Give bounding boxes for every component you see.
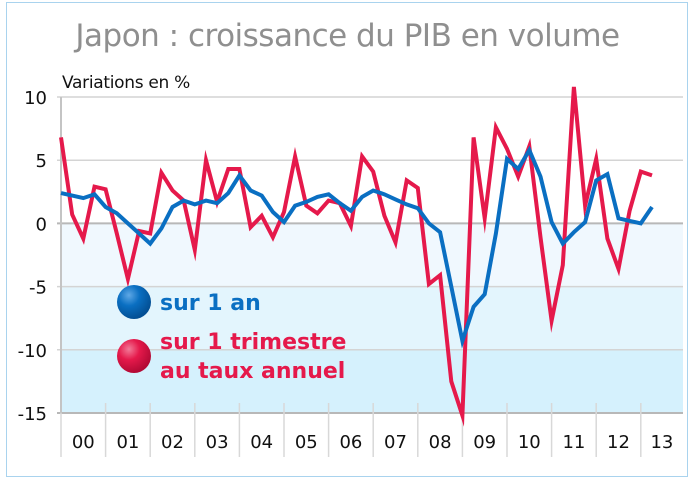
y-tick-label: 5 bbox=[36, 151, 47, 172]
x-tick-label: 02 bbox=[161, 432, 184, 453]
chart-title: Japon : croissance du PIB en volume bbox=[75, 18, 620, 54]
x-tick-label: 08 bbox=[429, 432, 452, 453]
x-tick-label: 00 bbox=[72, 432, 95, 453]
legend-label-quarter-line2: au taux annuel bbox=[160, 359, 345, 384]
background-band bbox=[61, 349, 683, 413]
y-tick-label: -5 bbox=[29, 278, 47, 299]
x-tick-label: 06 bbox=[339, 432, 362, 453]
y-tick-label: -10 bbox=[18, 341, 47, 362]
legend-label-year: sur 1 an bbox=[160, 291, 261, 316]
x-tick-label: 05 bbox=[295, 432, 318, 453]
x-tick-label: 13 bbox=[650, 432, 673, 453]
background-band bbox=[61, 286, 683, 350]
series-line-quarterly bbox=[59, 86, 653, 427]
y-tick-label: 10 bbox=[24, 88, 47, 109]
x-tick-label: 07 bbox=[384, 432, 407, 453]
x-tick-label: 04 bbox=[250, 432, 273, 453]
y-tick-label: 0 bbox=[36, 214, 47, 235]
x-tick-label: 01 bbox=[116, 432, 139, 453]
background-band bbox=[61, 223, 683, 287]
legend-label-quarter-line1: sur 1 trimestre bbox=[160, 330, 346, 355]
series-line-annual bbox=[60, 145, 654, 349]
legend-marker-blue bbox=[117, 285, 151, 319]
x-tick-label: 09 bbox=[473, 432, 496, 453]
y-axis-label: Variations en % bbox=[62, 73, 190, 93]
x-tick-label: 12 bbox=[607, 432, 630, 453]
legend-marker-red bbox=[117, 339, 151, 373]
y-tick-label: -15 bbox=[18, 404, 47, 425]
x-tick-label: 03 bbox=[206, 432, 229, 453]
x-tick-label: 10 bbox=[518, 432, 541, 453]
x-tick-label: 11 bbox=[562, 432, 585, 453]
